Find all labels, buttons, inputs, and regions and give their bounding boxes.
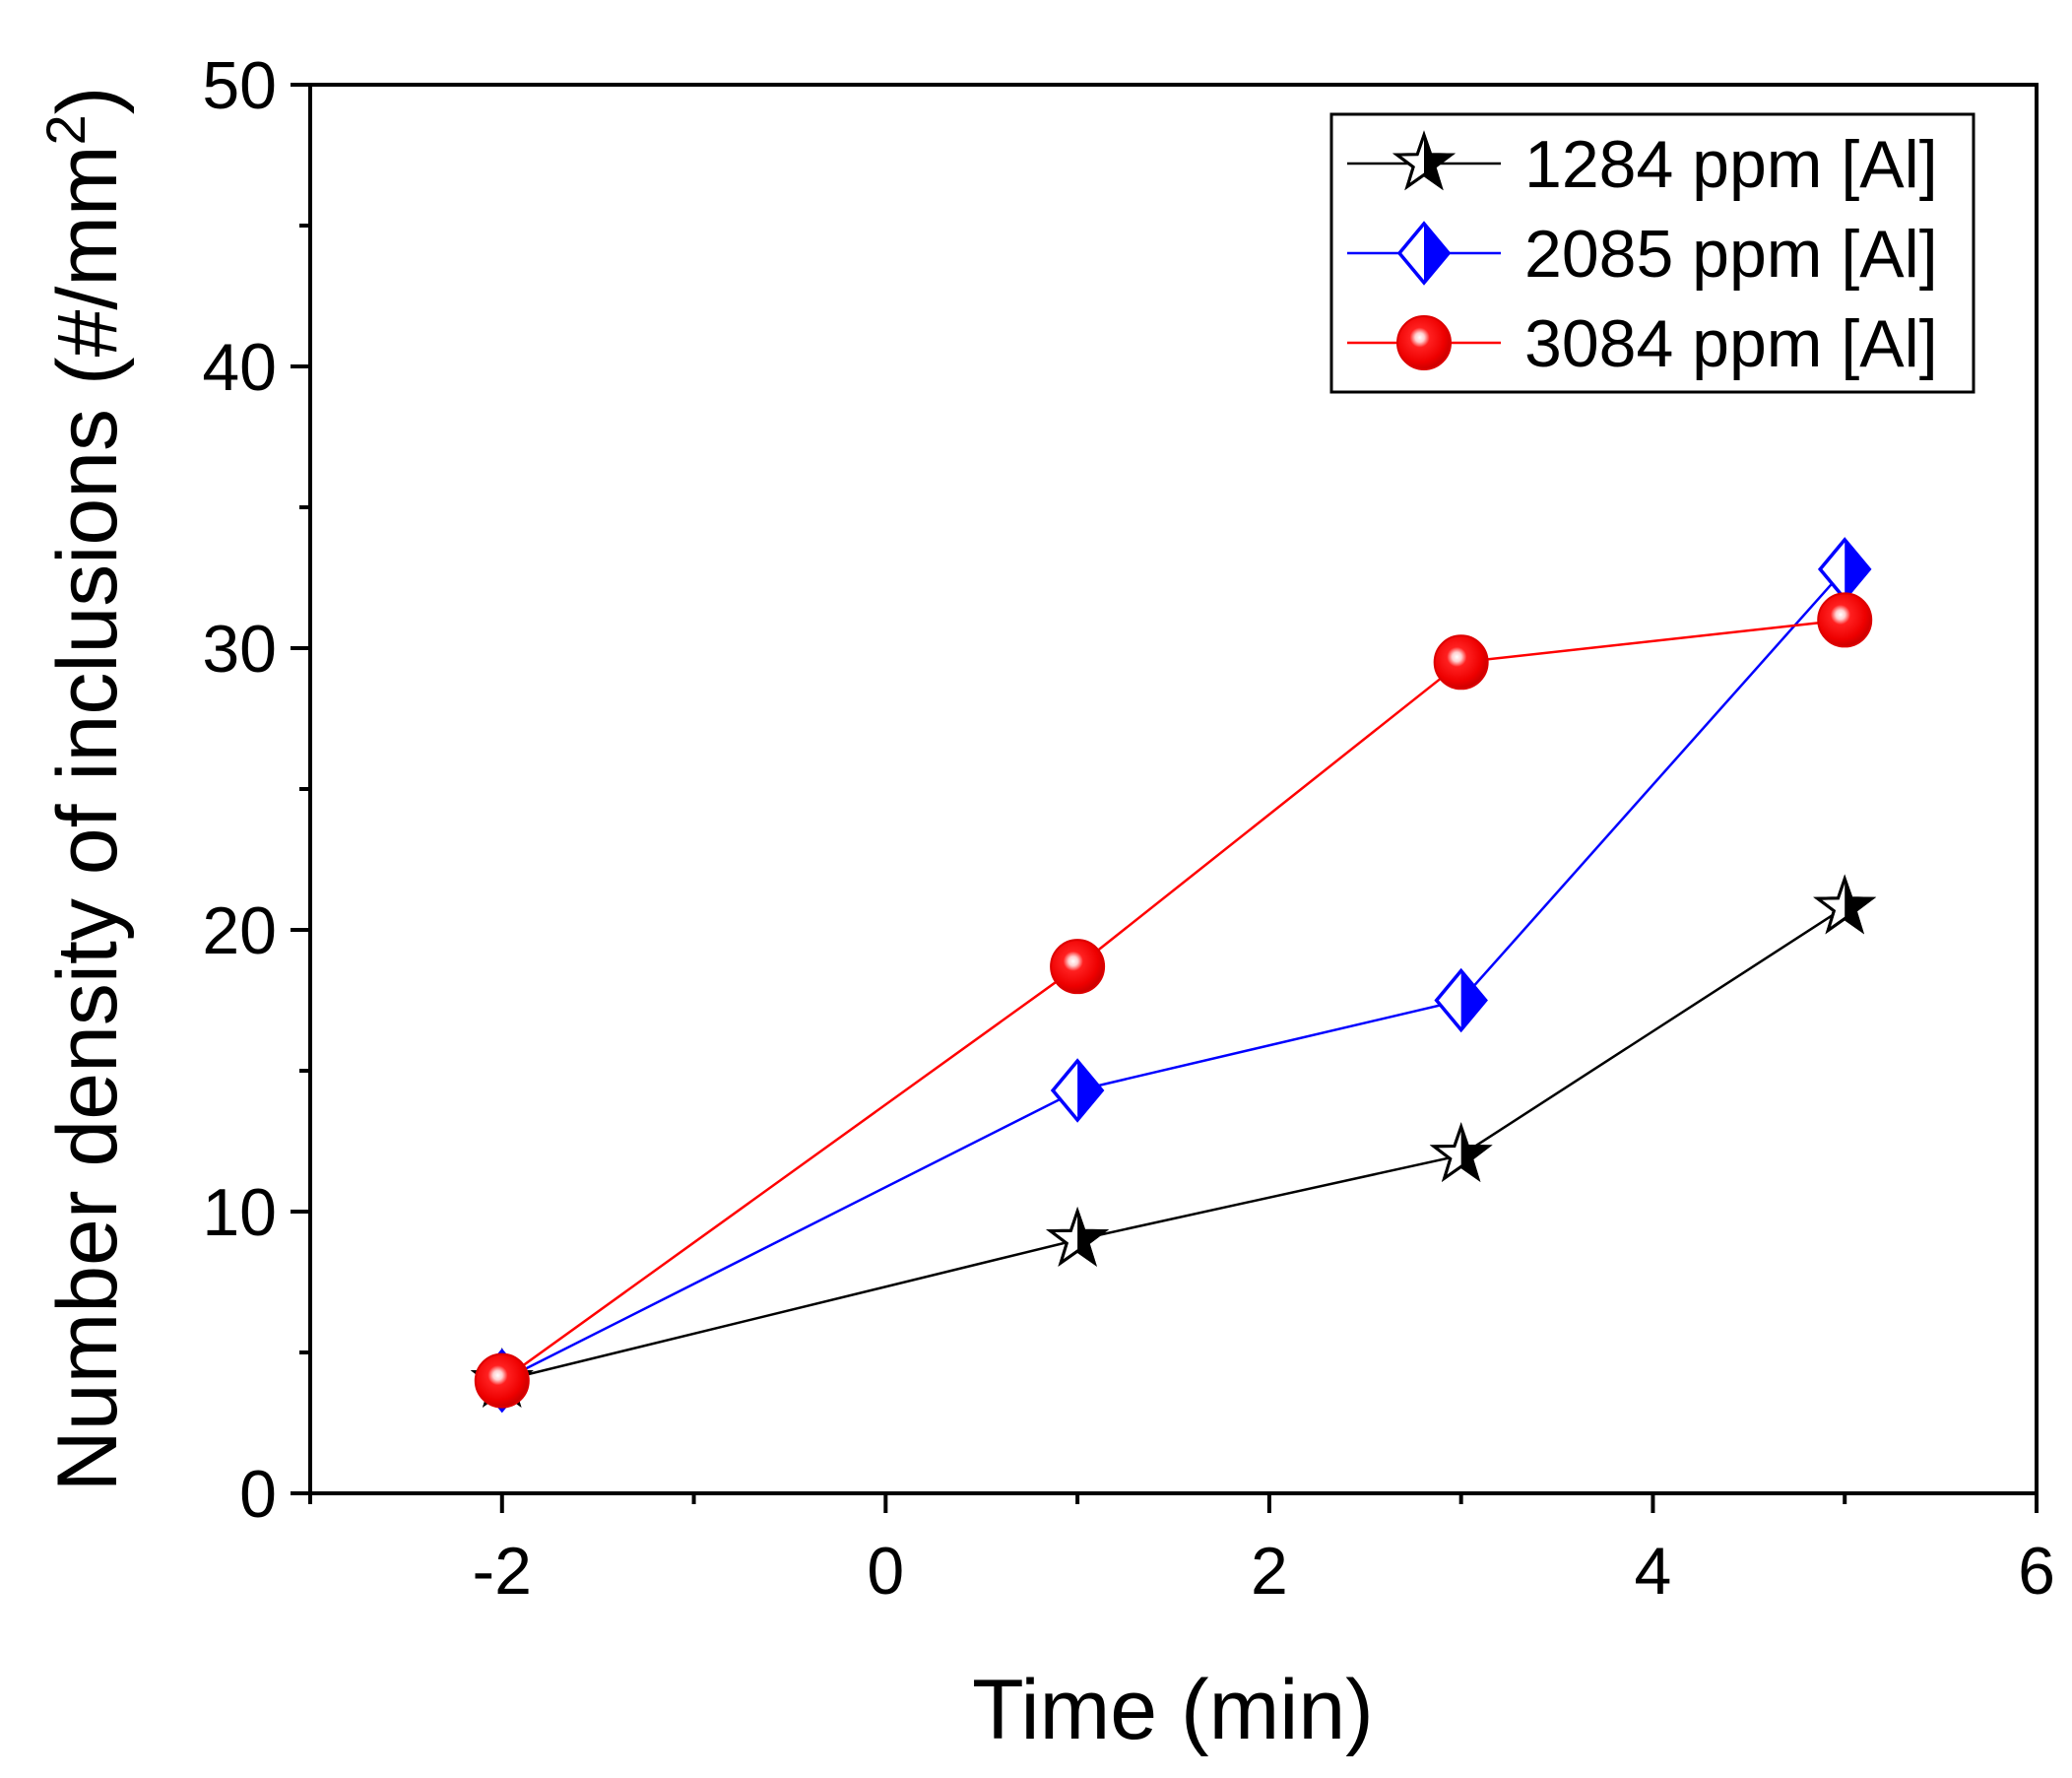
legend-entry: 1284 ppm [Al] xyxy=(1347,127,1938,202)
series-2 xyxy=(475,537,1872,1414)
data-point xyxy=(1050,1058,1105,1123)
legend-label: 2085 ppm [Al] xyxy=(1524,217,1938,292)
data-point xyxy=(474,1352,530,1409)
data-point xyxy=(1433,634,1489,691)
sphere-body xyxy=(1396,315,1452,370)
star-fill xyxy=(1424,135,1452,187)
sphere-body xyxy=(474,1352,530,1409)
series-line xyxy=(501,619,1845,1382)
y-tick-label: 20 xyxy=(202,893,277,968)
series-3 xyxy=(474,592,1873,1409)
y-tick-label: 30 xyxy=(202,612,277,687)
series-line xyxy=(501,906,1845,1382)
data-point xyxy=(1050,939,1106,995)
x-tick-label: -2 xyxy=(473,1534,532,1609)
y-tick-label: 50 xyxy=(202,48,277,123)
data-point xyxy=(1817,592,1873,648)
star-stroke xyxy=(1429,1122,1493,1183)
sphere-body xyxy=(1050,939,1106,995)
diamond-fill xyxy=(1845,539,1870,599)
series-layer xyxy=(470,537,1877,1414)
y-axis-label-superscript: 2 xyxy=(34,114,97,145)
legend-entry: 3084 ppm [Al] xyxy=(1347,306,1938,381)
data-point xyxy=(1429,1122,1493,1183)
x-tick-label: 2 xyxy=(1251,1534,1288,1609)
legend-label: 1284 ppm [Al] xyxy=(1524,127,1938,202)
x-axis: -2 0 2 4 6 xyxy=(308,1493,2055,1609)
series-line xyxy=(501,568,1846,1382)
x-tick-label: 6 xyxy=(2018,1534,2055,1609)
legend-label: 3084 ppm [Al] xyxy=(1524,306,1938,381)
y-tick-label: 10 xyxy=(202,1175,277,1250)
series-1 xyxy=(470,874,1877,1408)
y-tick-label: 0 xyxy=(239,1457,277,1532)
y-axis-label-main: Number density of inclusions (#/mm xyxy=(40,145,135,1491)
x-axis-label: Time (min) xyxy=(972,1663,1374,1757)
sphere-body xyxy=(1433,634,1489,691)
diamond-fill xyxy=(1077,1061,1103,1121)
legend-marker xyxy=(1396,315,1452,370)
star-fill xyxy=(1077,1211,1105,1264)
star-stroke xyxy=(1046,1206,1110,1267)
x-tick-label: 0 xyxy=(867,1534,904,1609)
y-axis-label: Number density of inclusions (#/mm2) xyxy=(34,87,135,1492)
sphere-body xyxy=(1817,592,1873,648)
star-fill xyxy=(1460,1126,1489,1179)
star-stroke xyxy=(1813,874,1877,935)
star-stroke xyxy=(1392,130,1456,191)
y-tick-label: 40 xyxy=(202,330,277,405)
legend-marker xyxy=(1392,130,1456,191)
data-point xyxy=(1434,967,1488,1033)
legend-marker xyxy=(1396,221,1452,286)
data-point xyxy=(1046,1206,1110,1267)
data-point xyxy=(1813,874,1877,935)
x-tick-label: 4 xyxy=(1635,1534,1672,1609)
y-axis-label-close: ) xyxy=(40,87,135,115)
legend-entry: 2085 ppm [Al] xyxy=(1347,217,1938,292)
legend: 1284 ppm [Al] 2085 ppm [Al] 3084 ppm [Al] xyxy=(1329,112,1975,394)
diamond-fill xyxy=(1424,224,1449,283)
star-fill xyxy=(1845,879,1872,931)
diamond-fill xyxy=(1460,970,1486,1030)
y-axis: 0 10 20 30 40 50 xyxy=(202,48,310,1532)
